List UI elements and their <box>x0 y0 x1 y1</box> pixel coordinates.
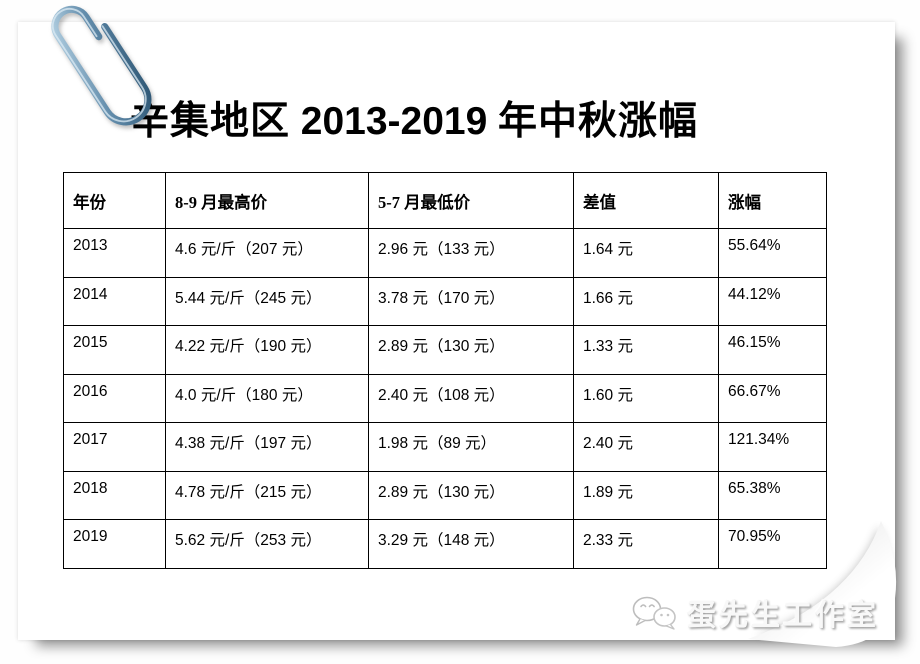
table-cell: 2013 <box>63 228 166 278</box>
table-row: 2018 4.78 元/斤（215 元） 2.89 元（130 元） 1.89 … <box>63 470 827 520</box>
table-cell: 70.95% <box>718 519 827 569</box>
table-cell: 1.64 元 <box>573 228 719 278</box>
table-cell: 2018 <box>63 470 166 520</box>
table-cell: 55.64% <box>718 228 827 278</box>
table-cell: 121.34% <box>718 422 827 472</box>
table-cell: 1.98 元（89 元） <box>368 422 574 472</box>
table-cell: 3.29 元（148 元） <box>368 519 574 569</box>
table-cell: 5.62 元/斤（253 元） <box>165 519 369 569</box>
watermark-label: 蛋先生工作室 <box>686 600 879 632</box>
col-header-increase: 涨幅 <box>718 172 827 229</box>
table-row: 2017 4.38 元/斤（197 元） 1.98 元（89 元） 2.40 元… <box>63 422 827 472</box>
table-cell: 1.89 元 <box>573 470 719 520</box>
table-header-row: 年份 8-9 月最高价 5-7 月最低价 差值 涨幅 <box>63 172 827 229</box>
table-cell: 4.22 元/斤（190 元） <box>165 325 369 375</box>
table-row: 2016 4.0 元/斤（180 元） 2.40 元（108 元） 1.60 元… <box>63 373 827 423</box>
col-header-low-price: 5-7 月最低价 <box>368 172 574 229</box>
paperclip-icon <box>51 5 152 126</box>
table-row: 2014 5.44 元/斤（245 元） 3.78 元（170 元） 1.66 … <box>63 276 827 326</box>
table-cell: 4.78 元/斤（215 元） <box>165 470 369 520</box>
table-cell: 1.60 元 <box>573 373 719 423</box>
price-table: 年份 8-9 月最高价 5-7 月最低价 差值 涨幅 2013 4.6 元/斤（… <box>63 172 827 569</box>
table-cell: 2.40 元 <box>573 422 719 472</box>
table-cell: 2.33 元 <box>573 519 719 569</box>
page-curl-decoration <box>748 521 897 647</box>
paper-sheet: 辛集地区 2013-2019 年中秋涨幅 年份 8-9 月最高价 5-7 月最低… <box>18 5 897 647</box>
table-row: 2019 5.62 元/斤（253 元） 3.29 元（148 元） 2.33 … <box>63 519 827 569</box>
table-cell: 1.66 元 <box>573 276 719 326</box>
table-cell: 46.15% <box>718 325 827 375</box>
table-cell: 65.38% <box>718 470 827 520</box>
col-header-high-price: 8-9 月最高价 <box>165 172 369 229</box>
table-cell: 2014 <box>63 276 166 326</box>
table-cell: 1.33 元 <box>573 325 719 375</box>
title-region-text: 辛集地区 <box>130 100 301 143</box>
table-cell: 5.44 元/斤（245 元） <box>165 276 369 326</box>
wechat-icon <box>632 596 676 630</box>
table-cell: 3.78 元（170 元） <box>368 276 574 326</box>
col-header-difference: 差值 <box>573 172 719 229</box>
table-cell: 2.40 元（108 元） <box>368 373 574 423</box>
table-row: 2013 4.6 元/斤（207 元） 2.96 元（133 元） 1.64 元… <box>63 228 827 278</box>
watermark: 蛋先生工作室 <box>631 592 879 634</box>
title-subject-text: 年中秋涨幅 <box>487 100 699 143</box>
page-title: 辛集地区 2013-2019 年中秋涨幅 <box>130 90 698 146</box>
col-header-year: 年份 <box>63 172 166 229</box>
table-cell: 4.6 元/斤（207 元） <box>165 228 369 278</box>
table-cell: 66.67% <box>718 373 827 423</box>
table-cell: 2.89 元（130 元） <box>368 325 574 375</box>
table-cell: 2.89 元（130 元） <box>368 470 574 520</box>
table-cell: 2019 <box>63 519 166 569</box>
table-cell: 2016 <box>63 373 166 423</box>
table-cell: 2.96 元（133 元） <box>368 228 574 278</box>
table-row: 2015 4.22 元/斤（190 元） 2.89 元（130 元） 1.33 … <box>63 325 827 375</box>
table-cell: 44.12% <box>718 276 827 326</box>
title-year-range: 2013-2019 <box>300 100 488 143</box>
table-cell: 4.0 元/斤（180 元） <box>165 373 369 423</box>
table-cell: 2015 <box>63 325 166 375</box>
table-cell: 2017 <box>63 422 166 472</box>
table-cell: 4.38 元/斤（197 元） <box>165 422 369 472</box>
